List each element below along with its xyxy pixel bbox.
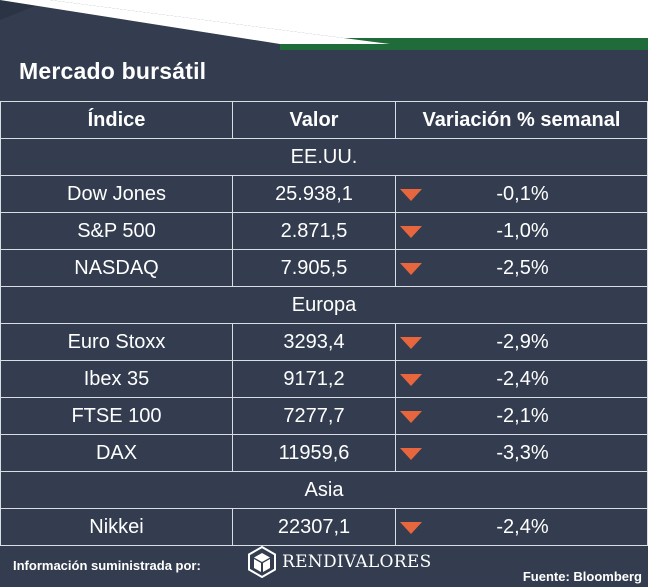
down-triangle-icon xyxy=(400,374,422,386)
down-triangle-icon xyxy=(400,411,422,423)
index-value: 7277,7 xyxy=(232,397,396,435)
change-value: -2,5% xyxy=(496,256,549,279)
index-change: -2,4% xyxy=(395,508,648,546)
region-row: Asia xyxy=(0,471,648,509)
index-name: Euro Stoxx xyxy=(0,323,233,361)
down-triangle-icon xyxy=(400,263,422,275)
region-asia: Asia xyxy=(0,471,648,509)
page-title: Mercado bursátil xyxy=(19,58,207,84)
index-value: 7.905,5 xyxy=(232,249,396,287)
index-value: 2.871,5 xyxy=(232,212,396,250)
market-table: Índice Valor Variación % semanal EE.UU. … xyxy=(0,101,648,546)
table-header-row: Índice Valor Variación % semanal xyxy=(0,101,648,139)
index-name: S&P 500 xyxy=(0,212,233,250)
change-value: -1,0% xyxy=(496,219,549,242)
footer-source: Fuente: Bloomberg xyxy=(522,569,642,584)
change-value: -2,4% xyxy=(496,367,549,390)
index-value: 11959,6 xyxy=(232,434,396,472)
down-triangle-icon xyxy=(400,226,422,238)
table-row: NASDAQ 7.905,5 -2,5% xyxy=(0,249,648,287)
change-value: -3,3% xyxy=(496,441,549,464)
down-triangle-icon xyxy=(400,337,422,349)
rendivalores-logo: RENDIVALORES xyxy=(248,546,432,578)
region-usa: EE.UU. xyxy=(0,138,648,176)
change-value: -0,1% xyxy=(496,182,549,205)
index-name: Ibex 35 xyxy=(0,360,233,398)
index-name: FTSE 100 xyxy=(0,397,233,435)
table-row: Euro Stoxx 3293,4 -2,9% xyxy=(0,323,648,361)
index-name: Nikkei xyxy=(0,508,233,546)
change-value: -2,1% xyxy=(496,404,549,427)
change-value: -2,9% xyxy=(496,330,549,353)
region-row: EE.UU. xyxy=(0,138,648,176)
index-value: 22307,1 xyxy=(232,508,396,546)
down-triangle-icon xyxy=(400,189,422,201)
column-header-value: Valor xyxy=(232,101,396,139)
index-value: 3293,4 xyxy=(232,323,396,361)
index-name: NASDAQ xyxy=(0,249,233,287)
change-value: -2,4% xyxy=(496,515,549,538)
table-row: Ibex 35 9171,2 -2,4% xyxy=(0,360,648,398)
hexagon-box-logo xyxy=(248,546,276,578)
footer-info: Información suministrada por: xyxy=(13,558,201,573)
index-change: -2,5% xyxy=(395,249,648,287)
index-name: Dow Jones xyxy=(0,175,233,213)
down-triangle-icon xyxy=(400,448,422,460)
table-row: DAX 11959,6 -3,3% xyxy=(0,434,648,472)
index-value: 9171,2 xyxy=(232,360,396,398)
table-row: Nikkei 22307,1 -2,4% xyxy=(0,508,648,546)
table-row: S&P 500 2.871,5 -1,0% xyxy=(0,212,648,250)
index-name: DAX xyxy=(0,434,233,472)
index-change: -2,1% xyxy=(395,397,648,435)
down-triangle-icon xyxy=(400,522,422,534)
index-value: 25.938,1 xyxy=(232,175,396,213)
brand-name: RENDIVALORES xyxy=(282,552,432,572)
region-row: Europa xyxy=(0,286,648,324)
index-change: -1,0% xyxy=(395,212,648,250)
table-row: Dow Jones 25.938,1 -0,1% xyxy=(0,175,648,213)
region-europe: Europa xyxy=(0,286,648,324)
table-row: FTSE 100 7277,7 -2,1% xyxy=(0,397,648,435)
column-header-index: Índice xyxy=(0,101,233,139)
index-change: -2,4% xyxy=(395,360,648,398)
column-header-change: Variación % semanal xyxy=(395,101,648,139)
index-change: -3,3% xyxy=(395,434,648,472)
header-decoration xyxy=(0,0,648,50)
index-change: -2,9% xyxy=(395,323,648,361)
index-change: -0,1% xyxy=(395,175,648,213)
